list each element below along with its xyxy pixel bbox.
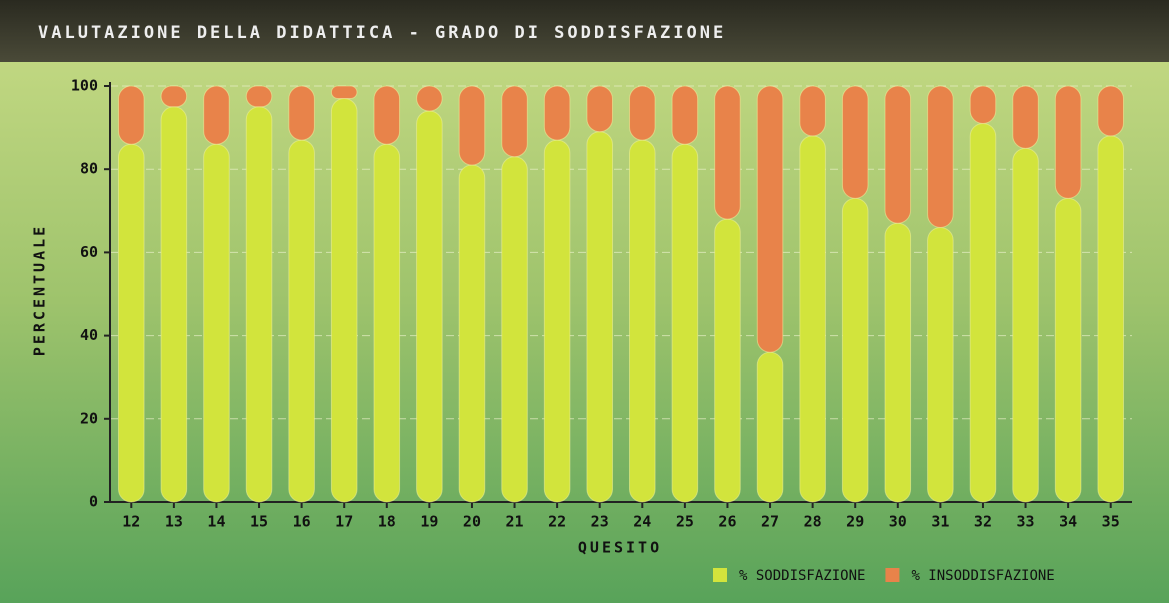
x-tick-label: 25	[676, 513, 694, 531]
bar-segment	[671, 143, 699, 503]
bar-segment	[160, 106, 188, 503]
x-tick-label: 35	[1102, 513, 1120, 531]
x-tick-label: 21	[506, 513, 524, 531]
x-tick-label: 34	[1059, 513, 1077, 531]
x-tick-label: 24	[633, 513, 651, 531]
bar-segment	[203, 85, 230, 145]
bar-segment	[288, 85, 315, 141]
y-tick-label: 0	[89, 493, 98, 511]
bar-segment	[458, 164, 486, 503]
bar-segment	[288, 139, 315, 503]
legend-label: % INSODDISFAZIONE	[911, 568, 1054, 584]
bar-segment	[330, 97, 358, 503]
y-tick-label: 100	[71, 77, 98, 95]
x-tick-label: 32	[974, 513, 992, 531]
bar-segment	[756, 351, 784, 503]
legend-label: % SODDISFAZIONE	[739, 568, 865, 584]
x-tick-label: 29	[846, 513, 864, 531]
bar-segment	[799, 135, 826, 503]
bar-segment	[416, 110, 443, 503]
bar-segment	[586, 131, 613, 503]
bar-segment	[586, 85, 613, 133]
bar-segment	[245, 85, 273, 108]
x-tick-label: 22	[548, 513, 566, 531]
bar-segment	[543, 139, 571, 503]
bar-segment	[160, 85, 188, 108]
y-tick-label: 40	[80, 326, 98, 344]
bar-segment	[969, 85, 997, 124]
x-tick-label: 28	[804, 513, 822, 531]
bar-segment	[543, 85, 571, 141]
legend-swatch	[885, 568, 900, 582]
chart-title: VALUTAZIONE DELLA DIDATTICA - GRADO DI S…	[38, 23, 726, 43]
x-tick-label: 12	[122, 513, 140, 531]
bar-segment	[714, 218, 741, 503]
y-tick-label: 60	[80, 243, 98, 261]
bar-segment	[927, 226, 954, 503]
bar-segment	[245, 106, 273, 503]
bar-segment	[629, 139, 656, 503]
x-tick-label: 15	[250, 513, 268, 531]
bar-segment	[969, 122, 997, 503]
x-tick-label: 16	[293, 513, 311, 531]
bar-segment	[1012, 85, 1039, 149]
y-tick-label: 20	[80, 409, 98, 427]
bar-segment	[373, 85, 401, 145]
x-tick-label: 19	[420, 513, 438, 531]
bar-segment	[1097, 85, 1124, 137]
bar-segment	[330, 85, 358, 99]
legend-swatch	[713, 568, 727, 582]
bar-segment	[629, 85, 656, 141]
bar-segment	[501, 85, 528, 158]
bar-segment	[1097, 135, 1124, 503]
x-tick-label: 26	[718, 513, 736, 531]
header	[0, 0, 1169, 62]
y-axis-label: PERCENTUALE	[31, 224, 49, 356]
bar-segment	[756, 85, 784, 353]
bar-segment	[927, 85, 954, 228]
bar-segment	[1012, 147, 1039, 503]
bar-segment	[799, 85, 826, 137]
x-axis-label: QUESITO	[578, 539, 662, 557]
bar-segment	[458, 85, 486, 166]
bar-segment	[501, 156, 528, 503]
bar-segment	[1054, 197, 1082, 503]
bar-segment	[841, 197, 869, 503]
x-tick-label: 14	[207, 513, 225, 531]
bar-segment	[884, 222, 912, 503]
x-tick-label: 20	[463, 513, 481, 531]
bar-segment	[203, 143, 230, 503]
x-tick-label: 27	[761, 513, 779, 531]
x-tick-label: 31	[931, 513, 949, 531]
bar-segment	[118, 143, 145, 503]
x-tick-label: 30	[889, 513, 907, 531]
bar-segment	[671, 85, 699, 145]
x-tick-label: 33	[1017, 513, 1035, 531]
bar-segment	[841, 85, 869, 199]
bar-segment	[118, 85, 145, 145]
bar-segment	[884, 85, 912, 224]
x-tick-label: 13	[165, 513, 183, 531]
x-tick-label: 17	[335, 513, 353, 531]
x-tick-label: 18	[378, 513, 396, 531]
bar-segment	[714, 85, 741, 220]
y-tick-label: 80	[80, 160, 98, 178]
bar-segment	[416, 85, 443, 112]
x-tick-label: 23	[591, 513, 609, 531]
bar-segment	[1054, 85, 1082, 199]
bar-segment	[373, 143, 401, 503]
